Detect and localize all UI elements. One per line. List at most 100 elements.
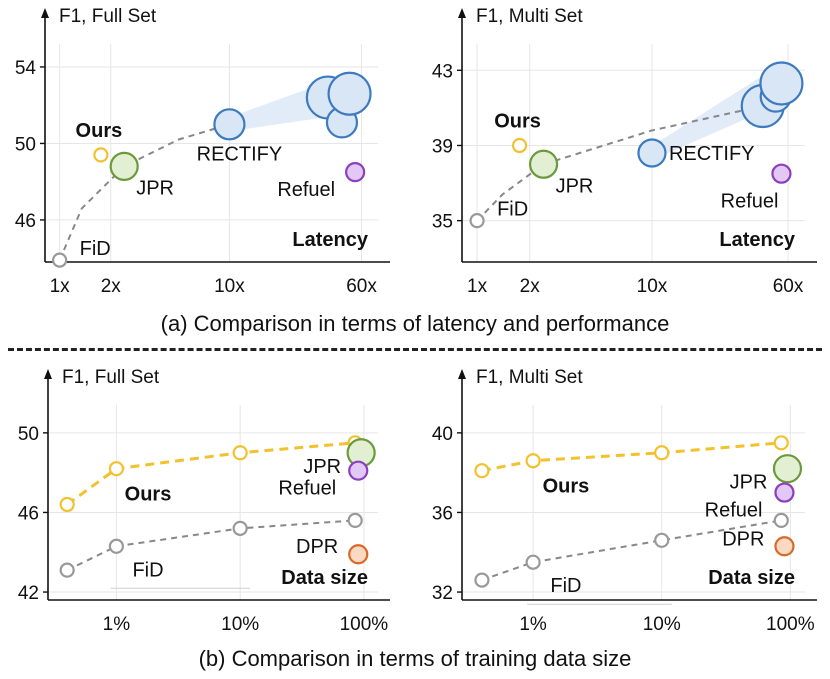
label-fid: FiD <box>132 559 163 581</box>
data-point-ours <box>654 445 670 461</box>
data-point-jpr <box>772 454 803 484</box>
y-tick-label: 46 <box>18 503 39 524</box>
data-point-fid <box>654 532 670 548</box>
series-line-fid <box>66 519 356 572</box>
data-point-ours <box>108 461 125 477</box>
data-point-fid <box>59 562 75 578</box>
label-refuel: Refuel <box>705 500 763 522</box>
y-axis-arrow-icon <box>458 8 466 18</box>
x-tick-label: 10x <box>637 276 668 297</box>
data-point-fid <box>773 512 789 529</box>
corner-label: Data size <box>708 567 795 589</box>
chart-panel-a-full: F1, Full Set 46 50 54 1x 2x 10x 60x Latency FiD Ou… <box>15 6 390 297</box>
y-tick-label: 36 <box>432 503 453 524</box>
data-point-fid <box>525 554 541 570</box>
x-tick-label: 10% <box>221 614 259 635</box>
data-point-rectify <box>759 61 804 106</box>
corner-label: Data size <box>281 567 368 589</box>
label-jpr: JPR <box>136 177 174 199</box>
caption-b: (b) Comparison in terms of training data… <box>198 646 632 671</box>
corner-label: Latency <box>719 229 795 251</box>
data-point-jpr <box>528 149 559 179</box>
y-axis-arrow-icon <box>44 369 52 379</box>
y-tick-label: 54 <box>15 58 37 79</box>
y-tick-label: 42 <box>18 583 39 604</box>
label-dpr: DPR <box>722 528 764 550</box>
label-jpr: JPR <box>730 472 768 494</box>
data-point-rectify <box>213 108 246 141</box>
y-tick-label: 39 <box>432 136 453 157</box>
label-fid: FiD <box>80 238 111 260</box>
y-tick-label: 43 <box>432 61 453 82</box>
series-line-ours <box>481 441 782 473</box>
series-line-ours <box>66 441 356 506</box>
data-point-dpr <box>348 544 369 565</box>
data-point-ours <box>525 453 541 469</box>
section-divider <box>8 348 822 351</box>
data-point-ours <box>511 137 528 154</box>
data-point-ours <box>474 463 490 479</box>
chart-title: F1, Multi Set <box>476 367 583 388</box>
x-tick-label: 2x <box>101 276 122 297</box>
data-point-jpr <box>109 151 139 181</box>
y-tick-label: 40 <box>432 424 453 445</box>
chart-panel-b-multi: F1, Multi Set 32 36 40 1% 10% 100% Data size Our… <box>432 367 817 635</box>
y-axis-arrow-icon <box>41 8 49 18</box>
data-point-refuel <box>348 460 369 481</box>
y-tick-label: 50 <box>18 424 39 445</box>
corner-label: Latency <box>292 229 368 251</box>
chart-panel-b-full: F1, Full Set 42 46 50 1% 10% 100% Data size Ours… <box>18 367 390 635</box>
x-tick-label: 100% <box>340 614 389 635</box>
x-tick-label: 1% <box>103 614 131 635</box>
x-tick-label: 100% <box>766 614 815 635</box>
data-point-ours <box>59 496 75 513</box>
data-point-refuel <box>771 163 792 184</box>
label-jpr: JPR <box>303 456 341 478</box>
data-point-fid <box>232 520 248 536</box>
x-tick-label: 1x <box>467 276 488 297</box>
x-tick-label: 10x <box>214 276 245 297</box>
label-fid: FiD <box>550 575 581 597</box>
x-tick-label: 10% <box>643 614 681 635</box>
label-rectify: RECTIFY <box>669 143 755 165</box>
label-refuel: Refuel <box>721 191 779 213</box>
label-rectify: RECTIFY <box>197 143 283 165</box>
label-jpr: JPR <box>556 175 594 197</box>
label-ours: Ours <box>543 476 590 498</box>
x-tick-label: 1% <box>519 614 547 635</box>
data-point-fid <box>52 252 68 268</box>
data-point-refuel <box>345 162 366 183</box>
caption-a: (a) Comparison in terms of latency and p… <box>160 311 670 336</box>
data-point-fid <box>474 572 490 588</box>
chart-title: F1, Full Set <box>59 6 157 27</box>
label-dpr: DPR <box>296 536 338 558</box>
chart-title: F1, Multi Set <box>476 6 583 27</box>
y-tick-label: 35 <box>432 212 453 233</box>
data-point-fid <box>108 538 125 554</box>
label-ours: Ours <box>125 484 172 506</box>
x-tick-label: 1x <box>50 276 71 297</box>
data-point-ours <box>773 435 789 451</box>
trend-line <box>476 105 763 222</box>
data-point-rectify <box>327 71 372 116</box>
data-point-ours <box>232 445 248 461</box>
label-refuel: Refuel <box>277 179 335 201</box>
chart-title: F1, Full Set <box>62 367 160 388</box>
label-ours: Ours <box>494 110 541 132</box>
y-axis-arrow-icon <box>458 369 466 379</box>
data-point-dpr <box>774 536 795 557</box>
y-tick-label: 46 <box>15 211 36 232</box>
x-tick-label: 60x <box>346 276 377 297</box>
y-tick-label: 32 <box>432 583 453 604</box>
data-point-rectify <box>637 138 667 168</box>
rectify-band <box>651 63 782 161</box>
chart-panel-a-multi: F1, Multi Set 35 39 43 1x 2x 10x 60x Latency FiD O… <box>432 6 817 297</box>
data-point-fid <box>347 512 363 529</box>
x-tick-label: 2x <box>520 276 541 297</box>
data-point-fid <box>469 213 485 229</box>
label-fid: FiD <box>497 199 528 221</box>
label-ours: Ours <box>76 120 123 142</box>
x-tick-label: 60x <box>773 276 804 297</box>
series-line-fid <box>481 519 782 582</box>
label-refuel: Refuel <box>278 478 336 500</box>
